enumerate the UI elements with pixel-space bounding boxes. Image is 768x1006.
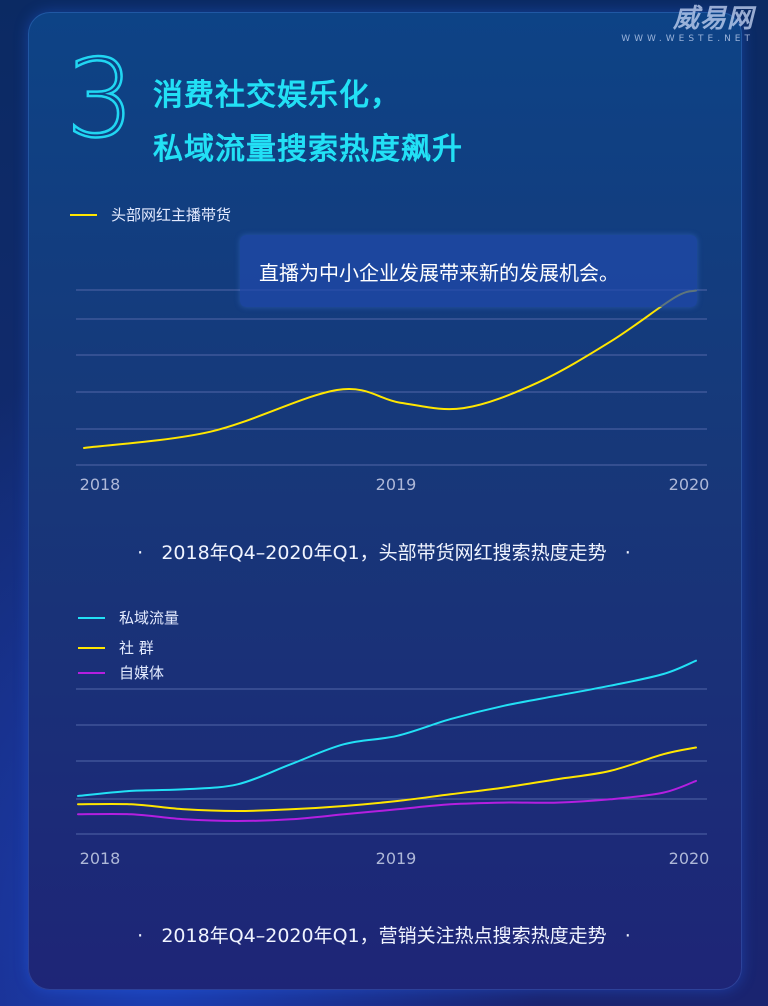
callout-text: 直播为中小企业发展带来新的发展机会。	[259, 260, 619, 285]
chart2-legend-item-selfmedia: 自媒体	[78, 662, 164, 683]
bullet-dot: ·	[606, 542, 631, 564]
x-tick-label: 2019	[376, 475, 417, 494]
series-line	[83, 289, 697, 449]
watermark: 威易网 WWW.WESTE.NET	[621, 4, 754, 44]
section-title-line2: 私域流量搜索热度飙升	[153, 132, 463, 167]
bullet-dot: ·	[137, 542, 162, 564]
x-tick-label: 2020	[669, 849, 710, 868]
x-tick-label: 2020	[669, 475, 710, 494]
chart2-legend-label: 社 群	[119, 639, 154, 657]
x-tick-label: 2018	[80, 475, 121, 494]
callout-box: 直播为中小企业发展带来新的发展机会。	[240, 235, 697, 307]
x-tick-label: 2019	[376, 849, 417, 868]
chart1-legend-label: 头部网红主播带货	[111, 206, 232, 224]
legend-swatch-yellow	[70, 213, 97, 216]
bullet-dot: ·	[606, 925, 631, 947]
chart1-caption: · 2018年Q4–2020年Q1，头部带货网红搜索热度走势 ·	[0, 538, 768, 565]
chart2-caption-text: 2018年Q4–2020年Q1，营销关注热点搜索热度走势	[161, 925, 607, 947]
x-tick-label: 2018	[80, 849, 121, 868]
chart1-legend-item: 头部网红主播带货	[70, 204, 231, 225]
chart2-legend-label: 自媒体	[119, 664, 165, 682]
watermark-url: WWW.WESTE.NET	[621, 34, 754, 44]
section-title-line1: 消费社交娱乐化，	[153, 78, 401, 113]
bullet-dot: ·	[137, 925, 162, 947]
legend-swatch-cyan	[78, 616, 105, 619]
chart2-caption: · 2018年Q4–2020年Q1，营销关注热点搜索热度走势 ·	[0, 921, 768, 948]
series-line	[77, 746, 697, 813]
chart2-legend-item-private: 私域流量	[78, 607, 179, 628]
legend-swatch-purple	[78, 671, 105, 674]
chart1-caption-text: 2018年Q4–2020年Q1，头部带货网红搜索热度走势	[161, 542, 607, 564]
infographic-card	[28, 12, 742, 990]
legend-swatch-yellow	[78, 646, 105, 649]
chart2-legend-label: 私域流量	[119, 609, 180, 627]
watermark-logo: 威易网	[672, 4, 754, 34]
series-line	[77, 659, 697, 797]
chart2-legend-item-community: 社 群	[78, 637, 154, 658]
section-number: 3	[65, 37, 136, 162]
series-line	[77, 779, 697, 823]
